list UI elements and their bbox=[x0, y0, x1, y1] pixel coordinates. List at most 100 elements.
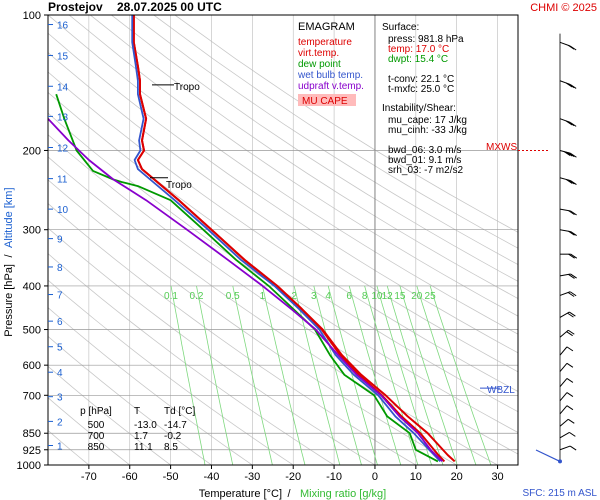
surface-wind-point bbox=[558, 459, 562, 464]
wind-barb-flag bbox=[569, 431, 576, 437]
instability-row-4: bwd_01: 9.1 m/s bbox=[388, 155, 461, 166]
mixing-ratio-line bbox=[416, 285, 477, 465]
wind-barb-flag bbox=[567, 121, 575, 127]
dry-adiabat bbox=[48, 15, 518, 335]
mixing-ratio-line bbox=[232, 285, 273, 465]
wind-barb-flag bbox=[567, 292, 575, 297]
temperature-tick-label: -30 bbox=[244, 471, 260, 483]
wind-barb-flag bbox=[568, 273, 575, 279]
altitude-tick-label: 6 bbox=[57, 317, 63, 328]
legend-title: EMAGRAM bbox=[298, 21, 355, 33]
altitude-tick-label: 8 bbox=[57, 263, 63, 274]
x-axis-label-mixing: Mixing ratio [g/kg] bbox=[300, 488, 386, 500]
temperature-tick-label: -20 bbox=[285, 471, 301, 483]
pressure-tick-label: 850 bbox=[23, 428, 41, 440]
wind-barb-flag bbox=[567, 44, 575, 50]
legend-item-4: udpraft v.temp. bbox=[298, 81, 364, 92]
temperature-tick-label: 20 bbox=[451, 471, 463, 483]
table-cell: 500 bbox=[88, 420, 105, 431]
mu-cape-box bbox=[298, 94, 356, 106]
wind-barb-flag bbox=[568, 152, 575, 158]
wind-barb-shaft bbox=[559, 431, 570, 439]
table-header-1: T bbox=[134, 406, 140, 417]
altitude-tick-label: 7 bbox=[57, 291, 63, 302]
mixing-ratio-label: 4 bbox=[325, 291, 331, 302]
altitude-tick-label: 1 bbox=[57, 441, 63, 452]
series-line-2 bbox=[131, 15, 441, 463]
temperature-tick-label: -10 bbox=[326, 471, 342, 483]
y-axis-label-sep: / bbox=[3, 254, 15, 258]
y-axis-label-pressure: Pressure [hPa] bbox=[3, 264, 15, 337]
altitude-tick-label: 16 bbox=[57, 21, 69, 32]
mixing-ratio-label: 6 bbox=[346, 291, 352, 302]
dry-adiabat bbox=[68, 15, 518, 317]
wbzl-label: WBZL bbox=[487, 385, 515, 396]
mixing-ratio-line bbox=[364, 285, 419, 465]
altitude-tick-label: 12 bbox=[57, 144, 69, 155]
pressure-tick-label: 500 bbox=[23, 325, 41, 337]
temperature-tick-label: -70 bbox=[81, 471, 97, 483]
dry-adiabat bbox=[111, 15, 518, 282]
wind-barb-flag bbox=[566, 405, 574, 411]
mixing-ratio-label: 8 bbox=[362, 291, 368, 302]
wind-barb-flag bbox=[569, 311, 576, 317]
plot-frame bbox=[47, 14, 519, 466]
instability-row-3: bwd_06: 3.0 m/s bbox=[388, 145, 461, 156]
wind-barb-flag bbox=[568, 179, 575, 185]
wind-barb-flag bbox=[568, 230, 575, 236]
credit: CHMI © 2025 bbox=[530, 2, 597, 14]
wind-barb-shaft bbox=[559, 418, 569, 427]
pressure-tick-label: 925 bbox=[23, 445, 41, 457]
tropo-lower-label: Tropo bbox=[166, 180, 192, 191]
surface-row-5: t-mxfc: 25.0 °C bbox=[388, 84, 454, 95]
table-cell: 700 bbox=[88, 431, 105, 442]
legend-item-3: wet bulb temp. bbox=[297, 70, 363, 81]
x-axis-label-sep: / bbox=[287, 488, 291, 500]
mixing-ratio-line bbox=[313, 285, 362, 465]
temperature-tick-label: 10 bbox=[410, 471, 422, 483]
mixing-ratio-label: 20 bbox=[411, 291, 423, 302]
altitude-tick-label: 2 bbox=[57, 417, 63, 428]
wind-barb-flag bbox=[570, 253, 578, 259]
series-line-3 bbox=[55, 93, 439, 463]
table-cell: -14.7 bbox=[164, 420, 187, 431]
table-cell: 850 bbox=[88, 442, 105, 453]
wind-barb-flag bbox=[565, 151, 573, 157]
surface-row-4: t-conv: 22.1 °C bbox=[388, 74, 454, 85]
series-line-1 bbox=[132, 15, 456, 463]
wind-barb-flag bbox=[569, 84, 577, 89]
wind-barb-flag bbox=[563, 151, 571, 156]
altitude-tick-label: 11 bbox=[57, 175, 68, 186]
wind-barb-flag bbox=[569, 291, 577, 297]
mixing-ratio-label: 1 bbox=[260, 291, 266, 302]
mixing-ratio-label: 3 bbox=[311, 291, 317, 302]
series-line-4 bbox=[48, 118, 444, 463]
sfc-label: SFC: 215 m ASL bbox=[523, 488, 598, 499]
surface-row-1: temp: 17.0 °C bbox=[388, 44, 449, 55]
wind-barb-shaft bbox=[559, 405, 568, 415]
wind-barb-flag bbox=[566, 346, 574, 352]
mixing-ratio-label: 0.5 bbox=[226, 291, 240, 302]
altitude-tick-label: 10 bbox=[57, 205, 69, 216]
surface-row-2: dwpt: 15.4 °C bbox=[388, 54, 448, 65]
instability-title: Instability/Shear: bbox=[382, 103, 456, 114]
mixing-ratio-label: 0.1 bbox=[164, 291, 178, 302]
altitude-tick-label: 13 bbox=[57, 112, 69, 123]
temperature-tick-label: 30 bbox=[491, 471, 503, 483]
pressure-tick-label: 300 bbox=[23, 225, 41, 237]
temperature-tick-label: 0 bbox=[372, 471, 378, 483]
wind-barb-flag bbox=[570, 180, 577, 185]
y-axis-label-altitude: Altitude [km] bbox=[3, 187, 15, 248]
x-axis-label-temp: Temperature [°C] bbox=[199, 488, 282, 500]
plot-area bbox=[48, 15, 518, 465]
wind-barb-flag bbox=[567, 312, 574, 318]
wind-barb-flag bbox=[566, 392, 574, 397]
wind-barb-flag bbox=[570, 231, 577, 236]
legend-item-0: temperature bbox=[298, 37, 352, 48]
wind-barb-flag bbox=[569, 121, 577, 127]
wind-barb-shaft bbox=[559, 392, 568, 402]
dry-adiabat bbox=[48, 51, 518, 373]
wind-barb-flag bbox=[567, 329, 575, 335]
surface-title: Surface: bbox=[382, 22, 419, 33]
mu-cape-label: MU CAPE bbox=[302, 96, 348, 107]
